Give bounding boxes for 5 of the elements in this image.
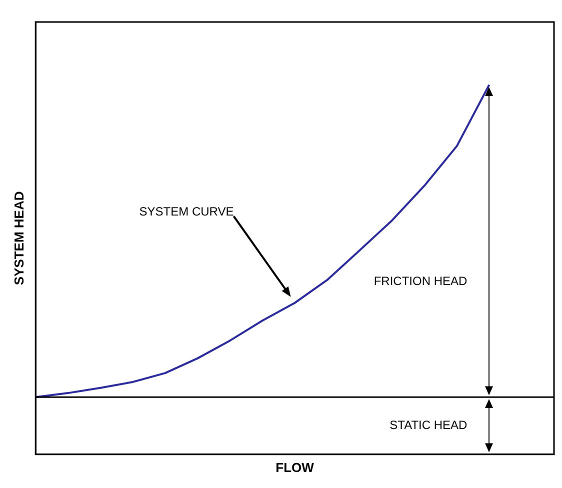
x-axis-title: FLOW xyxy=(276,460,315,475)
annotation: SYSTEM CURVE xyxy=(139,204,234,219)
ref-line-label: STATIC HEAD xyxy=(390,418,468,432)
y-axis-title: SYSTEM HEAD xyxy=(11,191,26,286)
annotation: FRICTION HEAD xyxy=(374,274,468,288)
